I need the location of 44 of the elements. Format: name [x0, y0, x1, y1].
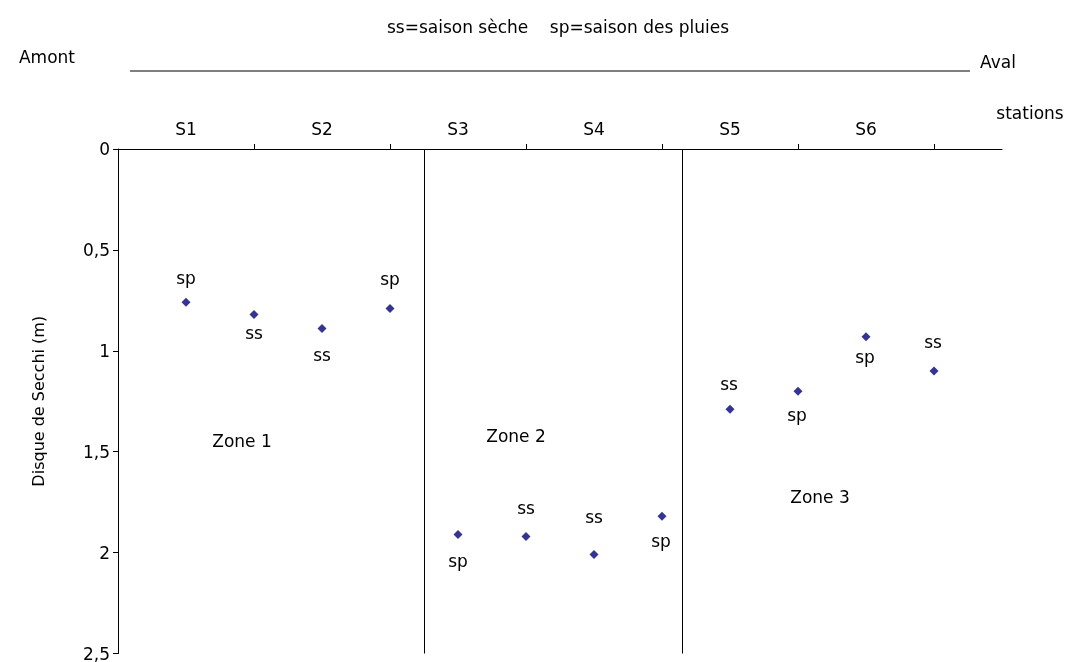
point [249, 309, 259, 319]
annotation: ss [517, 498, 535, 518]
y-tick-label: 0,5 [82, 239, 110, 260]
annotation: ss [924, 332, 942, 352]
annotation: sp [380, 269, 400, 289]
annotation: Zone 2 [486, 426, 546, 446]
x-tick-label: S4 [583, 118, 605, 139]
point [317, 324, 327, 334]
point [861, 332, 871, 342]
x-tick-label: S2 [311, 118, 333, 139]
annotation: Zone 3 [790, 487, 850, 507]
annotation: sp [651, 531, 671, 551]
x-tick-label: S5 [719, 118, 741, 139]
point [793, 386, 803, 396]
y-tick-label: 2,5 [82, 643, 110, 662]
annotation: sp [787, 405, 807, 425]
annotation: sp [176, 268, 196, 288]
point [453, 529, 463, 539]
x-tick-label: S1 [175, 118, 197, 139]
point [725, 404, 735, 414]
y-tick-label: 1 [99, 340, 110, 361]
annotation: ss [313, 345, 331, 365]
annotation: ss [585, 507, 603, 527]
chart-title: ss=saison sèche sp=saison des pluies [386, 17, 730, 37]
text: Aval [980, 52, 1016, 72]
point [589, 550, 599, 560]
x-tick-label: S3 [447, 118, 469, 139]
y-tick-label: 2 [99, 542, 110, 563]
point [181, 297, 191, 307]
point [929, 366, 939, 376]
y-tick-label: 0 [99, 139, 110, 159]
annotation: sp [448, 551, 468, 571]
point [521, 531, 531, 541]
annotation: sp [855, 347, 875, 367]
point [385, 303, 395, 313]
x-tick-label: S6 [855, 118, 877, 139]
x-axis-title: stations [996, 103, 1064, 123]
text: Amont [18, 47, 76, 67]
point [657, 511, 667, 521]
annotation: ss [245, 323, 263, 343]
annotation: Zone 1 [212, 431, 272, 451]
y-axis-title: Disque de Secchi (m) [28, 315, 48, 487]
annotation: ss [720, 374, 738, 394]
y-tick-label: 1,5 [82, 441, 110, 462]
